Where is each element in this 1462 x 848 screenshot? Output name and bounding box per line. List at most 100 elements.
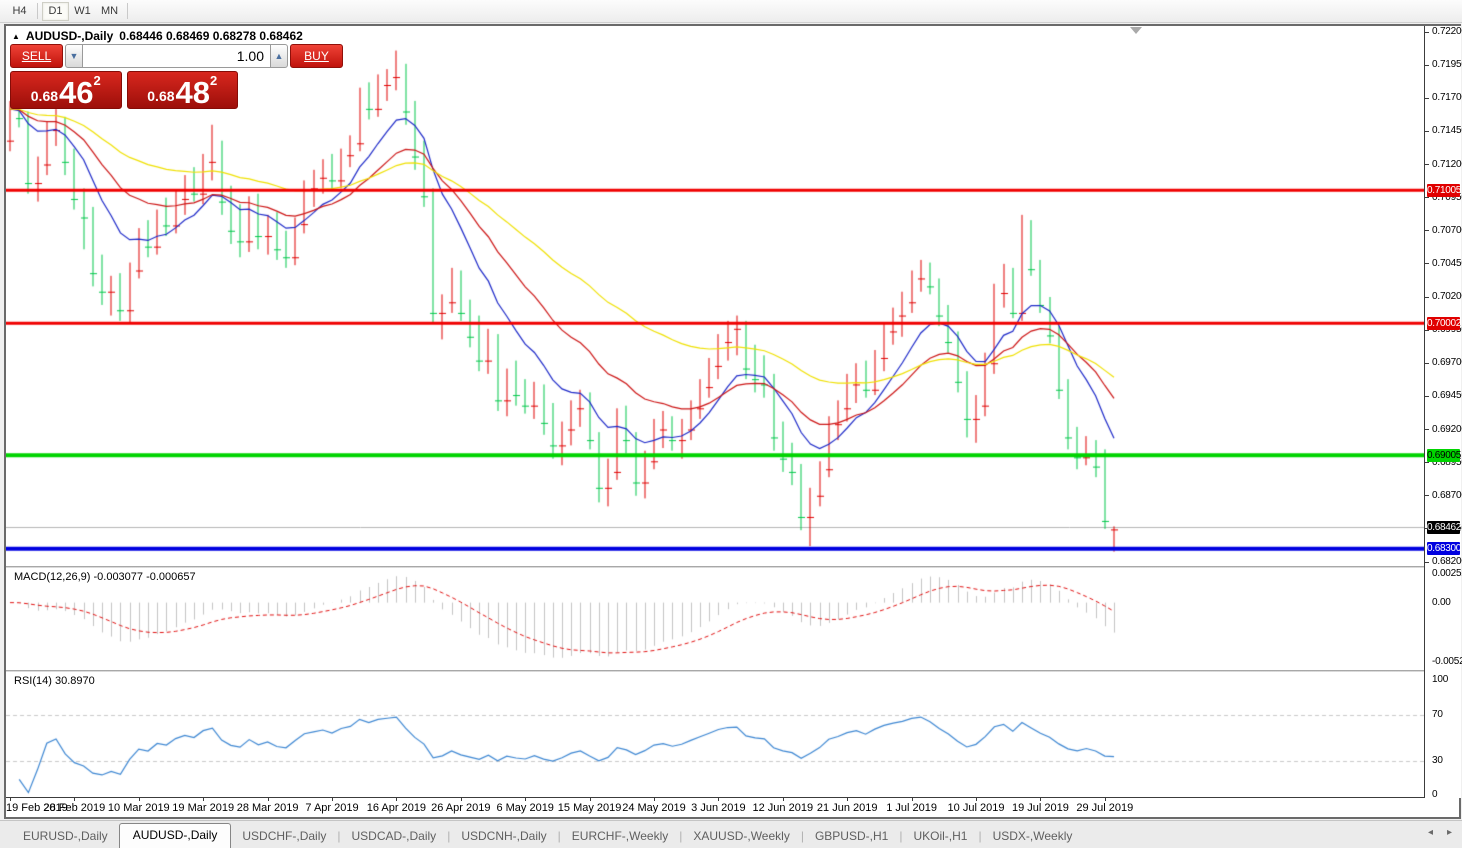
price-tick [1425, 197, 1429, 199]
date-tick [460, 797, 462, 801]
rsi-axis-label: 0 [1432, 789, 1438, 800]
date-tick [911, 797, 913, 801]
date-tick-label: 24 May 2019 [622, 802, 686, 814]
toolbar-separator [127, 3, 128, 19]
tab-scroll-left-icon[interactable]: ◂ [1427, 827, 1433, 838]
tab-eurusd[interactable]: EURUSD-,Daily [23, 829, 108, 843]
tab-ukoil[interactable]: UKOil-,H1 [913, 829, 968, 843]
collapse-panel-icon[interactable]: ▲ [12, 31, 20, 41]
date-tick-label: 19 Feb 2019 [6, 802, 68, 814]
tab-usdcad[interactable]: USDCAD-,Daily [351, 829, 437, 843]
price-tick [1425, 263, 1429, 265]
macd-axis-label: 0.002522 [1432, 568, 1462, 579]
chart-bottom-border [6, 797, 1459, 798]
tab-separator: | [978, 829, 982, 843]
one-click-trade-widget: SELL ▼ ▲ BUY 0.68 46 2 0.68 48 2 [10, 44, 343, 109]
rsi-panel-separator[interactable] [6, 670, 1459, 672]
sell-button[interactable]: SELL [10, 44, 63, 68]
date-tick-label: 1 Jul 2019 [886, 802, 937, 814]
bid-price-prefix: 0.68 [30, 88, 59, 104]
price-axis-separator [1424, 26, 1425, 798]
tab-usdx[interactable]: USDX-,Weekly [992, 829, 1073, 843]
macd-panel-separator[interactable] [6, 566, 1459, 568]
price-line-badge: 0.70002 [1427, 316, 1462, 330]
price-tick [1425, 64, 1429, 66]
price-tick [1425, 31, 1429, 33]
macd-indicator-label: MACD(12,26,9) -0.003077 -0.000657 [14, 571, 196, 583]
date-tick-label: 19 Mar 2019 [172, 802, 235, 814]
date-tick-label: 16 Apr 2019 [366, 802, 427, 814]
price-tick [1425, 561, 1429, 563]
macd-name: MACD(12,26,9) [14, 571, 91, 583]
rsi-indicator-label: RSI(14) 30.8970 [14, 675, 95, 687]
volume-increment-icon[interactable]: ▲ [270, 44, 288, 68]
date-tick-label: 12 Jun 2019 [752, 802, 814, 814]
tab-usdcnh[interactable]: USDCNH-,Daily [461, 829, 547, 843]
date-tick-label: 28 Feb 2019 [43, 802, 106, 814]
tab-separator: | [337, 829, 341, 843]
price-tick [1425, 495, 1429, 497]
price-tick [1425, 230, 1429, 232]
price-line-badge: 0.68300 [1427, 542, 1462, 556]
chart-ohlc-values: 0.68446 0.68469 0.68278 0.68462 [119, 29, 303, 43]
price-tick [1425, 329, 1429, 331]
ask-quote-panel[interactable]: 0.68 48 2 [126, 71, 238, 109]
date-tick [782, 797, 784, 801]
date-tick-label: 10 Mar 2019 [107, 802, 170, 814]
price-chart-canvas[interactable] [6, 26, 1424, 566]
date-tick-label: 15 May 2019 [557, 802, 622, 814]
date-axis: 19 Feb 2019 28 Feb 2019 10 Mar 2019 19 Mar … [6, 797, 1424, 816]
volume-decrement-icon[interactable]: ▼ [65, 44, 83, 68]
date-tick-label: 21 Jun 2019 [816, 802, 878, 814]
date-tick [589, 797, 591, 801]
price-tick [1425, 429, 1429, 430]
tab-audusd[interactable]: AUDUSD-,Daily [118, 823, 232, 848]
tab-eurchf[interactable]: EURCHF-,Weekly [571, 829, 669, 843]
tab-gbpusd[interactable]: GBPUSD-,H1 [814, 829, 889, 843]
ask-price-sup: 2 [210, 73, 218, 88]
timeframe-button-h4[interactable]: H4 [12, 5, 27, 17]
date-tick [525, 797, 527, 801]
timeframe-button-d1[interactable]: D1 [42, 1, 69, 21]
date-tick-label: 28 Mar 2019 [236, 802, 299, 814]
toolbar-separator [37, 3, 38, 19]
tab-usdchf[interactable]: USDCHF-,Daily [242, 829, 327, 843]
macd-chart-canvas[interactable] [6, 568, 1424, 668]
bid-price-sup: 2 [93, 73, 101, 88]
date-tick [396, 797, 398, 801]
macd-axis-label: 0.00 [1432, 596, 1451, 608]
timeframe-button-mn[interactable]: MN [100, 5, 119, 17]
rsi-value: 30.8970 [54, 675, 95, 687]
macd-axis-label: -0.005234 [1432, 656, 1462, 667]
macd-values: -0.003077 -0.000657 [93, 571, 196, 583]
rsi-axis-label: 70 [1432, 708, 1443, 720]
tab-scroll-right-icon[interactable]: ▸ [1446, 827, 1452, 838]
chart-window: ▲ AUDUSD-,Daily 0.68446 0.68469 0.68278 … [4, 24, 1462, 819]
date-tick [654, 797, 655, 801]
timeframe-button-w1[interactable]: W1 [74, 5, 91, 17]
tab-xauusd[interactable]: XAUUSD-,Weekly [693, 829, 790, 843]
date-tick [267, 797, 269, 801]
buy-button[interactable]: BUY [290, 44, 343, 68]
date-tick [1104, 797, 1106, 801]
date-tick [976, 797, 977, 801]
volume-input[interactable] [83, 44, 270, 68]
tab-separator: | [447, 829, 451, 843]
rsi-chart-canvas[interactable] [6, 672, 1424, 797]
ask-price-prefix: 0.68 [147, 88, 175, 104]
bid-quote-panel[interactable]: 0.68 46 2 [10, 71, 122, 109]
price-tick [1425, 130, 1429, 132]
date-tick [332, 797, 333, 801]
